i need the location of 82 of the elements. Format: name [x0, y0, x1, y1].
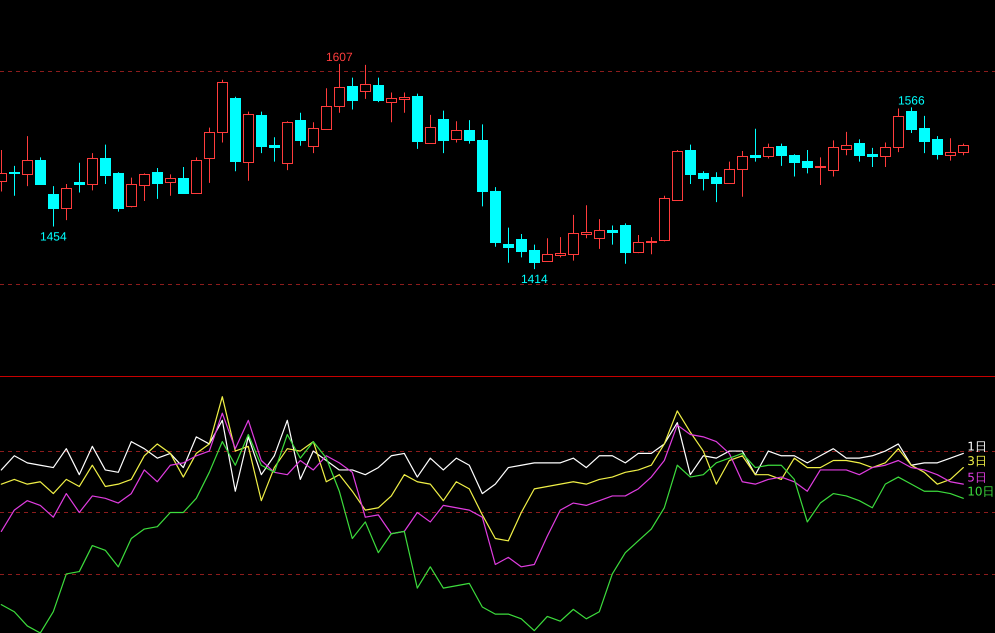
candlestick: [789, 154, 800, 178]
candlestick: [165, 174, 176, 196]
candlestick: [724, 161, 735, 184]
candlestick: [87, 152, 98, 191]
candlestick: [256, 111, 267, 154]
candlestick: [958, 143, 969, 156]
candlestick: [763, 143, 774, 159]
candlestick: [139, 172, 150, 202]
candlestick: [841, 131, 852, 156]
candlestick: [906, 106, 917, 134]
candlestick: [373, 77, 384, 103]
candlestick: [100, 144, 111, 184]
candlestick: [386, 92, 397, 123]
candlestick: [425, 114, 436, 144]
candlestick: [516, 233, 527, 258]
candlestick: [594, 218, 605, 250]
candlestick: [893, 108, 904, 153]
candlestick: [230, 96, 241, 172]
candlestick: [178, 166, 189, 194]
candlestick: [880, 142, 891, 168]
candlestick: [74, 162, 85, 194]
candlestick: [659, 195, 670, 242]
candlestick: [828, 140, 839, 178]
candlestick: [204, 127, 215, 184]
candlestick: [529, 244, 540, 270]
candlestick: [581, 204, 592, 239]
candlestick: [191, 156, 202, 194]
candlestick: [269, 136, 280, 162]
candlestick: [932, 136, 943, 160]
candlestick: [295, 112, 306, 146]
candlestick: [685, 144, 696, 184]
candlestick: [568, 214, 579, 262]
candlestick: [750, 128, 761, 162]
candlestick: [308, 122, 319, 154]
candlestick: [672, 149, 683, 202]
candlestick: [776, 143, 787, 166]
candlestick: [854, 138, 865, 162]
candlestick: [477, 124, 488, 207]
candlestick: [464, 120, 475, 144]
candlestick: [698, 170, 709, 191]
candlestick: [542, 238, 553, 262]
candlestick: [815, 156, 826, 186]
candlestick: [451, 120, 462, 144]
candlestick: [126, 177, 137, 208]
candlestick: [945, 138, 956, 162]
candlestick: [347, 77, 358, 110]
candlestick: [555, 236, 566, 258]
candlestick: [711, 172, 722, 203]
candlestick: [61, 183, 72, 221]
candlestick: [867, 147, 878, 168]
annotation: 1607: [326, 50, 353, 64]
candlestick: [919, 115, 930, 154]
candlestick: [399, 92, 410, 114]
candlestick: [48, 186, 59, 228]
candlestick: [113, 172, 124, 212]
candlestick: [360, 64, 371, 100]
annotation: 1414: [520, 272, 548, 286]
candlestick: [321, 88, 332, 130]
candlestick: [438, 110, 449, 154]
candlestick: [412, 93, 423, 150]
candlestick: [35, 156, 46, 186]
annotation: 1566: [898, 93, 925, 108]
candlestick: [620, 222, 631, 264]
candlestick: [607, 224, 618, 246]
series-label: 3日: [967, 454, 987, 468]
candlestick: [503, 227, 514, 264]
candlestick: [633, 234, 644, 254]
candlestick: [9, 165, 20, 196]
candlestick: [737, 150, 748, 198]
candlestick: [334, 63, 345, 114]
candlestick: [22, 136, 33, 187]
candlestick: [282, 120, 293, 171]
candlestick: [802, 149, 813, 174]
candlestick: [217, 79, 228, 144]
series-label: 10日: [967, 484, 995, 499]
candlestick: [152, 168, 163, 200]
series-label: 5日: [967, 470, 987, 484]
annotation: 1454: [40, 230, 67, 244]
candlestick: [490, 186, 501, 248]
candlestick: [646, 236, 657, 255]
series-label: 1日: [967, 440, 987, 454]
candlestick: [243, 111, 254, 182]
